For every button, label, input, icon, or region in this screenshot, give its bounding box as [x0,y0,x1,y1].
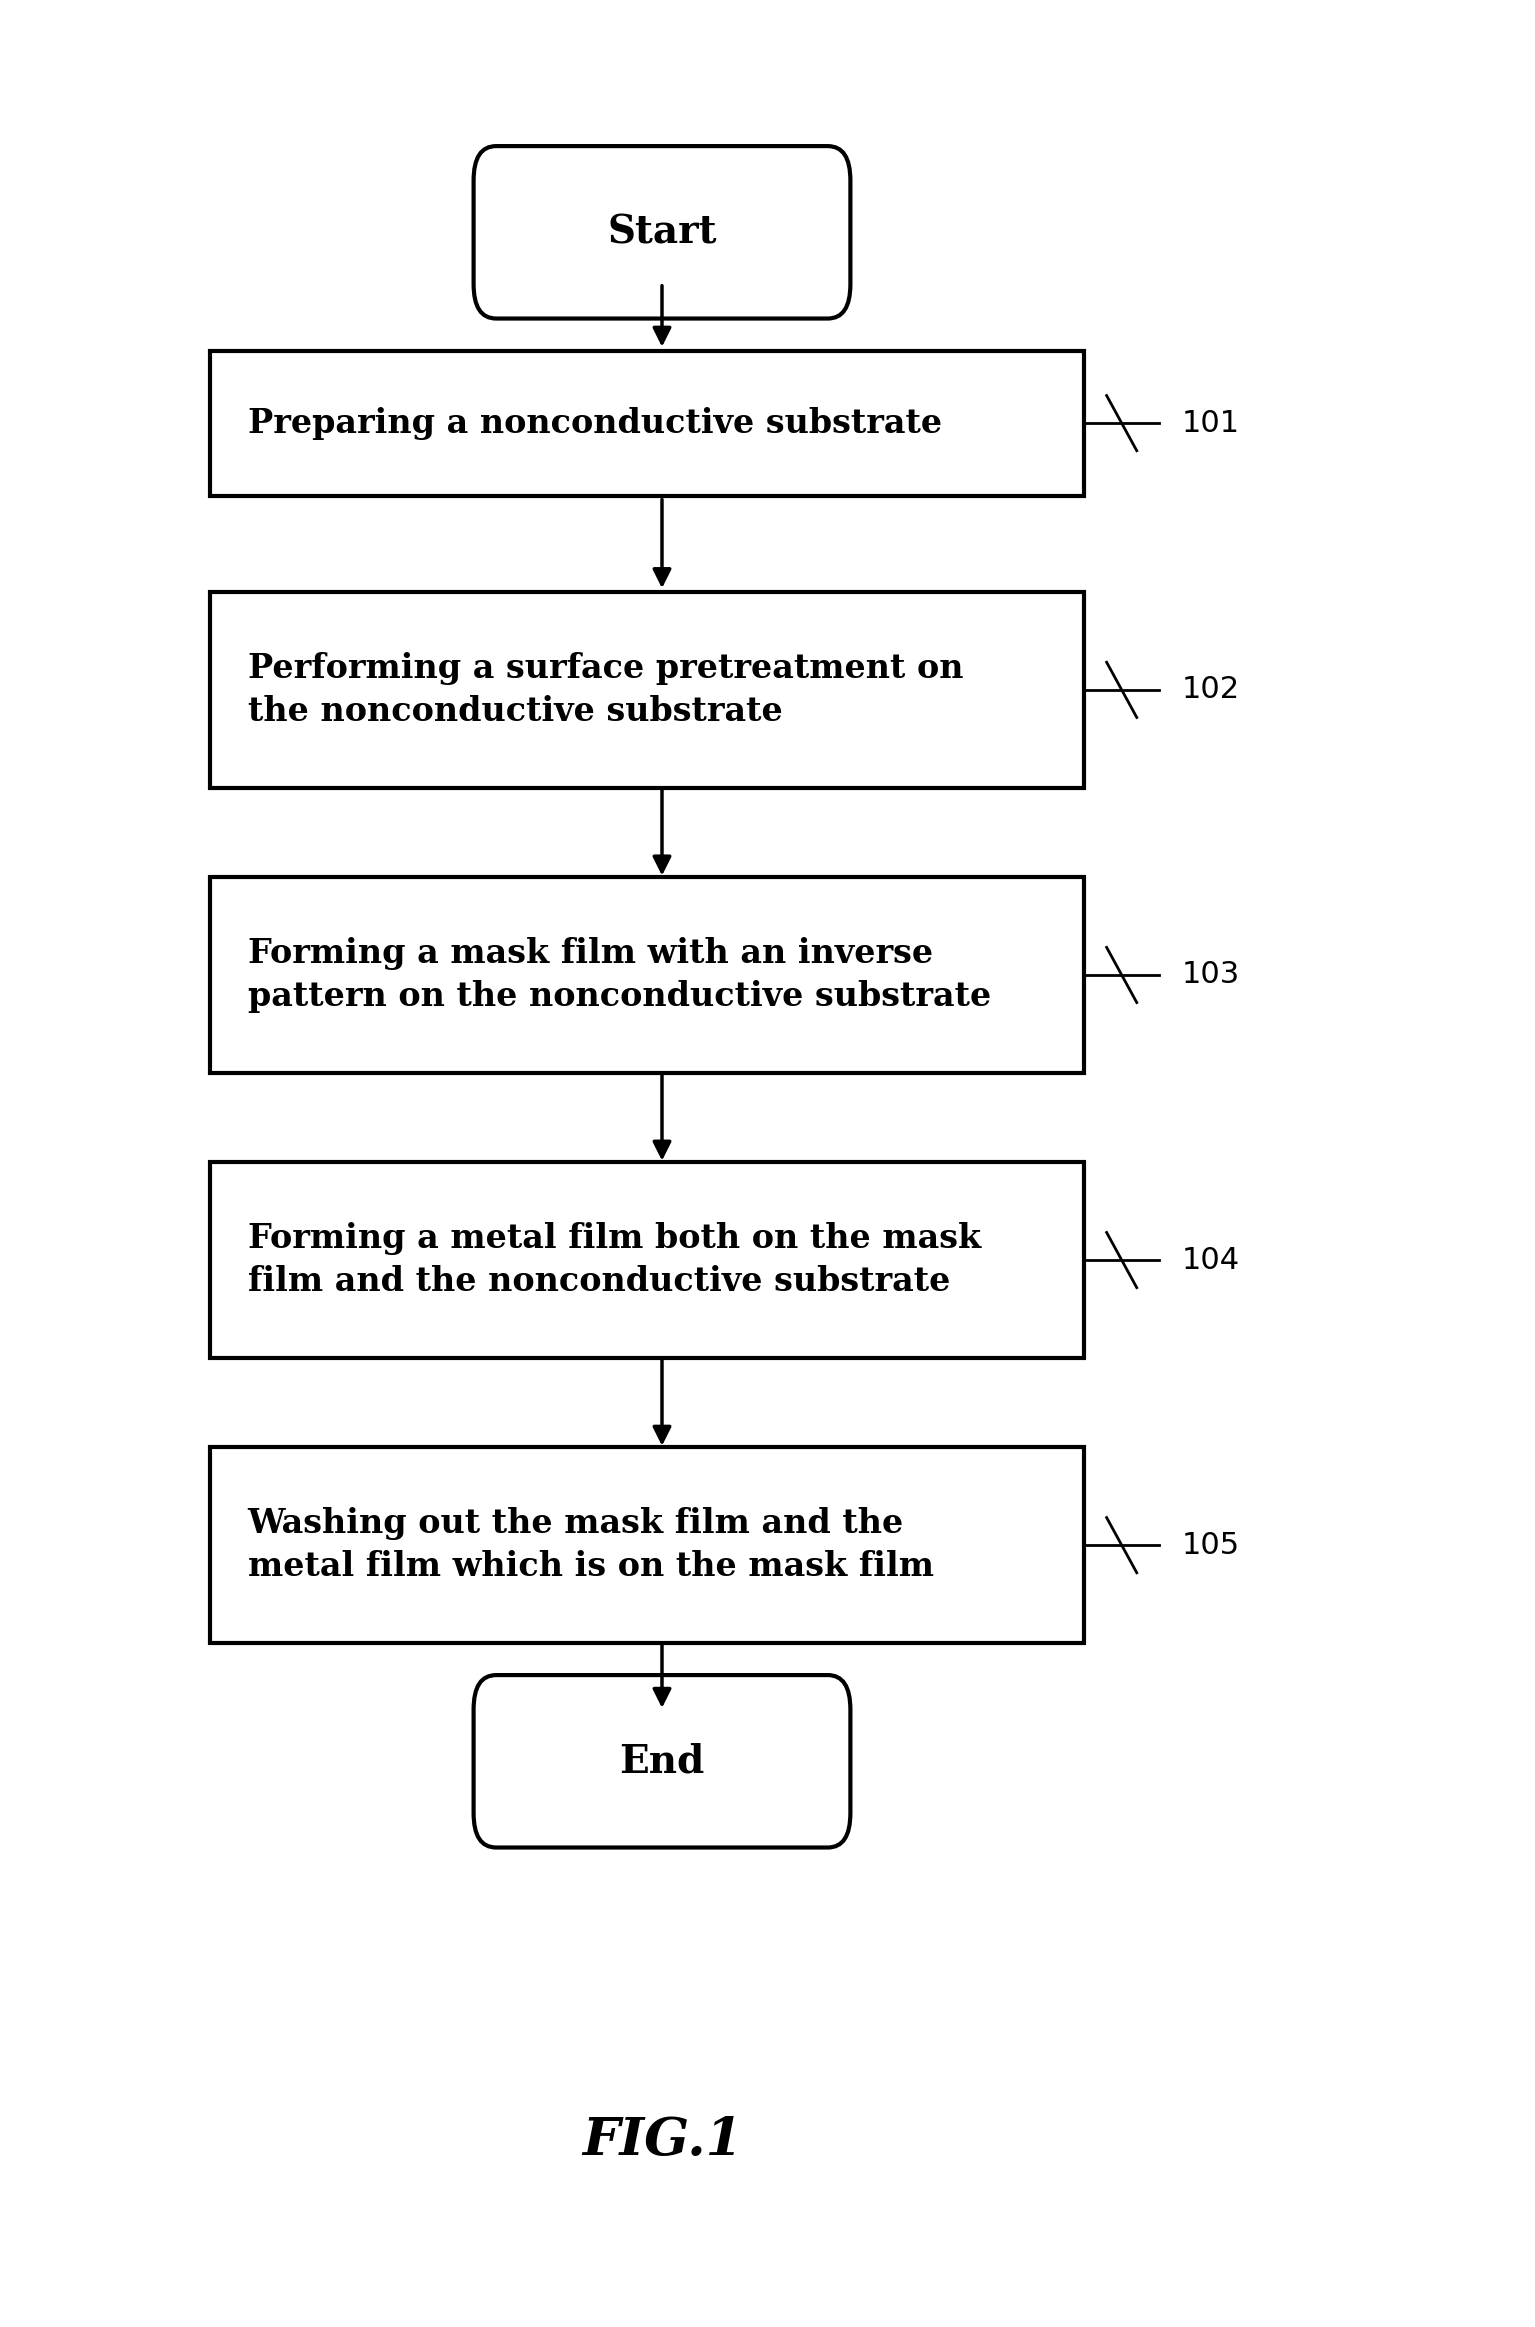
Text: 105: 105 [1182,1531,1240,1559]
Text: 104: 104 [1182,1245,1240,1275]
FancyBboxPatch shape [210,1164,1084,1357]
Text: 102: 102 [1182,675,1240,705]
Text: Forming a metal film both on the mask
film and the nonconductive substrate: Forming a metal film both on the mask fi… [247,1222,981,1298]
FancyBboxPatch shape [210,351,1084,496]
FancyBboxPatch shape [474,147,850,319]
Text: Preparing a nonconductive substrate: Preparing a nonconductive substrate [247,407,941,440]
FancyBboxPatch shape [210,591,1084,787]
Text: Performing a surface pretreatment on
the nonconductive substrate: Performing a surface pretreatment on the… [247,652,962,728]
Text: End: End [619,1743,705,1780]
Text: 101: 101 [1182,410,1240,437]
FancyBboxPatch shape [210,1447,1084,1643]
Text: Forming a mask film with an inverse
pattern on the nonconductive substrate: Forming a mask film with an inverse patt… [247,938,990,1012]
FancyBboxPatch shape [210,877,1084,1073]
Text: Washing out the mask film and the
metal film which is on the mask film: Washing out the mask film and the metal … [247,1508,933,1582]
Text: Start: Start [608,214,717,251]
Text: 103: 103 [1182,961,1240,989]
Text: FIG.1: FIG.1 [582,2115,743,2166]
FancyBboxPatch shape [474,1675,850,1848]
